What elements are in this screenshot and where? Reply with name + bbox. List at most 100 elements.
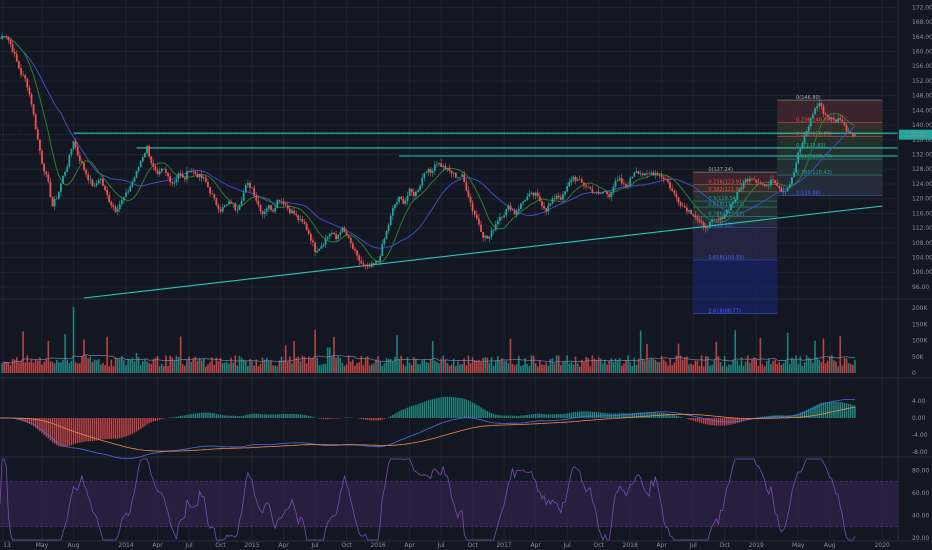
macd-hist-bar [629,413,631,418]
candle-body [692,213,695,216]
candle [673,188,676,197]
candle-body [528,193,531,197]
macd-hist-bar [528,414,531,418]
candle [494,220,497,232]
candle-body [614,181,617,187]
candle [797,150,800,165]
volume-bar [692,365,694,373]
candle-body [66,166,69,172]
macd-hist-bar [852,404,854,418]
volume-bar [196,360,199,373]
volume-bar [694,360,697,373]
candle-body [34,114,37,130]
candle [83,162,85,172]
volume-bar [68,363,71,373]
candle-body [272,210,274,212]
candle-body [433,164,436,171]
macd-hist-bar [837,401,839,418]
volume-bar [238,355,241,373]
volume-bar [18,362,20,373]
volume-bar [320,364,323,373]
macd-hist-bar [228,415,230,418]
volume-bar [108,366,111,373]
volume-bar [738,365,741,373]
macd-hist-bar [429,399,432,418]
candle-body [415,191,417,197]
candle-body [173,182,176,184]
candle [627,182,629,190]
volume-bar [9,365,12,373]
volume-bar [343,365,346,373]
volume-bar [765,361,768,373]
last-price-label: 137.40 [906,132,927,139]
macd-hist-bar [541,413,543,418]
candle [379,253,382,266]
candle [133,176,136,183]
candle-body [457,177,459,178]
volume-bar [175,355,178,373]
candle-body [91,179,94,187]
candle-body [9,40,12,45]
candle [839,113,842,122]
candle-body [854,134,856,136]
candle [457,176,459,180]
volume-bar [637,358,640,373]
candle [507,203,510,212]
candle-body [587,187,590,188]
candle [799,146,802,157]
candle-body [656,173,659,176]
macd-hist-bar [203,412,205,418]
macd-hist-bar [259,413,262,418]
volume-bar [394,356,396,373]
candle-body [677,197,680,203]
candle-body [732,202,735,204]
candle-body [814,108,816,115]
volume-bar [408,362,411,373]
macd-hist-bar [213,413,215,418]
candle-body [843,122,846,126]
time-axis-tick: Apr [278,542,289,549]
macd-hist-bar [600,412,602,418]
volume-bar [494,360,497,373]
volume-bar [62,360,64,373]
candle-body [683,206,686,208]
candle-body [240,201,243,206]
candle-body [18,61,20,69]
macd-hist-bar [171,417,173,418]
macd-hist-bar [217,414,220,418]
volume-bar [259,364,262,373]
volume-bar [591,355,594,373]
volume-bar [282,360,285,373]
macd-hist-bar [476,404,478,418]
candle-body [801,143,804,148]
candle [692,213,695,217]
macd-hist-bar [242,415,245,418]
candle-body [62,175,64,184]
candle [228,200,230,206]
macd-hist-bar [587,411,589,418]
candle-body [784,191,787,192]
candle-body [511,209,514,211]
macd-hist-bar [492,413,495,418]
candle-body [183,177,186,180]
macd-hist-bar [709,418,711,426]
volume-bar [606,364,608,373]
macd-hist-bar [408,406,411,418]
candle-body [648,173,650,175]
candle-body [421,177,424,186]
candle-body [341,227,344,233]
candle [368,262,371,269]
candle [570,175,573,186]
candle-body [450,170,453,174]
macd-hist-bar [644,412,646,418]
candle [822,103,825,117]
volume-bar [272,365,274,373]
candle [734,197,737,204]
candle [70,148,73,158]
macd-hist-bar [274,414,276,418]
volume-bar [541,364,543,373]
candle [833,113,835,124]
candle [793,168,795,178]
